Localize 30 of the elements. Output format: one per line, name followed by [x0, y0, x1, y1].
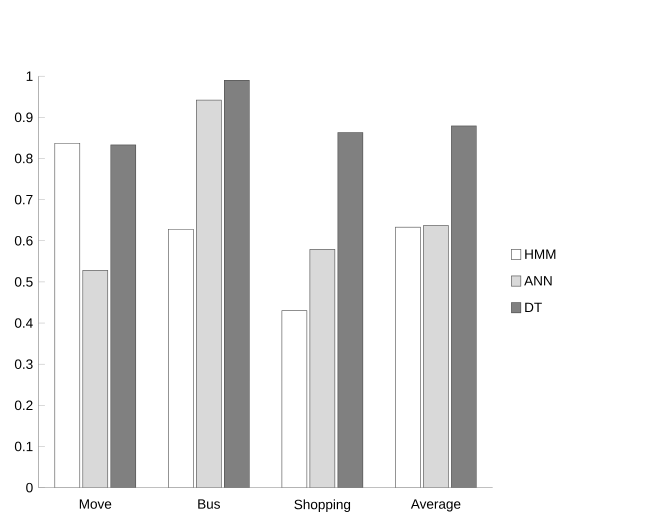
y-tick-label: 0.8: [14, 154, 33, 164]
y-tick-label: 0.3: [14, 359, 33, 369]
y-tick-label: 0.5: [14, 277, 33, 287]
y-tick-label: 0.9: [14, 112, 33, 122]
bar: [196, 100, 222, 488]
x-tick-label: Average: [410, 499, 460, 512]
x-tick-label: Bus: [198, 499, 220, 509]
bar: [395, 226, 421, 488]
bar: [423, 225, 449, 488]
y-tick-label: 0.6: [14, 236, 33, 246]
y-tick-label: 0: [26, 482, 33, 492]
y-tick-label: 0.1: [14, 442, 33, 452]
legend-label: HMM: [525, 249, 556, 259]
bar: [451, 126, 477, 488]
bar: [110, 144, 136, 488]
bar: [224, 80, 250, 488]
y-tick-label: 0.4: [14, 318, 33, 328]
y-tick-label: 1: [26, 71, 33, 81]
x-tick-label: Move: [80, 499, 112, 509]
legend-label: ANN: [524, 276, 552, 286]
bar: [282, 310, 308, 488]
bar: [54, 142, 80, 488]
y-tick-label: 0.7: [14, 194, 33, 204]
bar: [168, 228, 194, 488]
bar: [338, 132, 364, 488]
bar: [310, 249, 336, 488]
y-tick-label: 0.2: [14, 400, 33, 410]
x-tick-label: Shopping: [294, 499, 350, 512]
bar: [82, 270, 108, 488]
legend-label: DT: [525, 302, 542, 312]
